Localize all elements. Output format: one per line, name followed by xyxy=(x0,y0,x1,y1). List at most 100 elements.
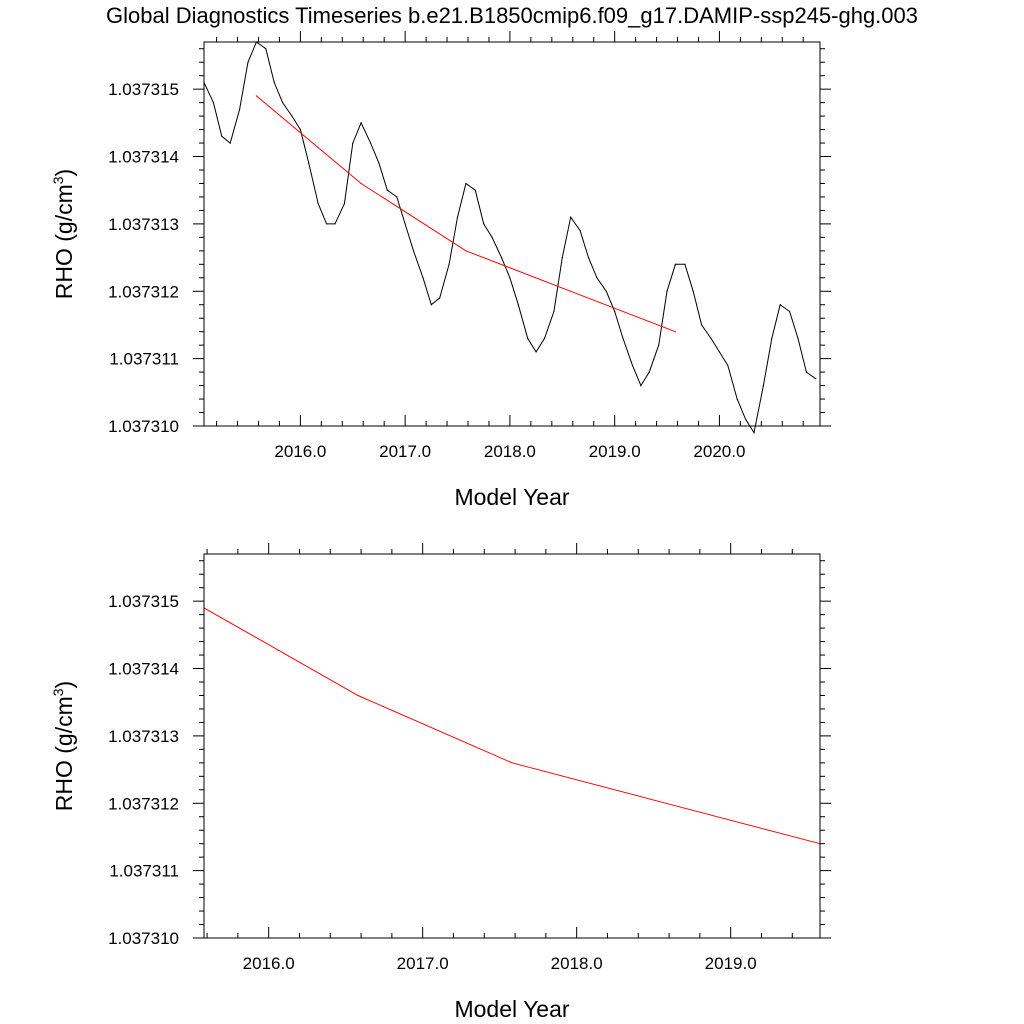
panel-0-xtick-label-2: 2018.0 xyxy=(484,442,536,461)
panel-1-series-0-point-02 xyxy=(511,762,513,764)
panel-0-series-0-point-51 xyxy=(648,371,650,373)
panel-1-xtick-label-2: 2018.0 xyxy=(551,954,603,973)
panel-0-series-0-point-08 xyxy=(273,81,275,83)
panel-1-xtick-label-1: 2017.0 xyxy=(397,954,449,973)
panel-1-ytick-label-5: 1.037315 xyxy=(108,592,179,611)
panel-0-ytick-label-3: 1.037313 xyxy=(108,215,179,234)
panel-0-series-0-point-68 xyxy=(797,337,799,339)
panel-1-series-0-line xyxy=(203,607,821,845)
panel-0-series-0-point-55 xyxy=(684,263,686,265)
panel-0-series-0-point-29 xyxy=(456,216,459,218)
panel-0-ytick-label-1: 1.037311 xyxy=(109,350,179,369)
panel-0-series-0-point-48 xyxy=(622,337,624,339)
panel-0-series-0-point-07 xyxy=(265,48,267,50)
panel-0-series-0-point-41 xyxy=(561,257,563,259)
panel-0-series-1-point-00 xyxy=(255,95,257,97)
panel-0-series-0-point-63 xyxy=(753,432,755,434)
panel-0-series-0-point-64 xyxy=(762,385,765,387)
panel-0-series-0-point-44 xyxy=(587,257,590,259)
panel-0-series-1-point-03 xyxy=(570,290,572,292)
panel-0-series-0-point-34 xyxy=(500,257,503,259)
panel-0-series-0-point-17 xyxy=(352,142,354,144)
panel-0-series-0-point-21 xyxy=(386,189,388,191)
panel-1-y-axis-title: RHO (g/cm3) xyxy=(50,681,77,811)
panel-0-series-0-point-33 xyxy=(491,236,493,238)
panel-1-series-0-point-01 xyxy=(357,694,359,697)
panel-0-xtick-label-1: 2017.0 xyxy=(379,442,431,461)
panel-0-series-0-point-36 xyxy=(517,304,519,306)
panel-0-ytick-label-4: 1.037314 xyxy=(108,148,179,167)
panel-0-series-0-point-12 xyxy=(308,162,310,164)
panel-0-plot-frame xyxy=(203,41,821,427)
panel-0-series-0-point-42 xyxy=(570,216,572,218)
panel-0-series-0-point-38 xyxy=(535,351,537,353)
panel-0-xtick-label-3: 2019.0 xyxy=(589,442,641,461)
panel-0-series-0-point-70 xyxy=(815,378,817,380)
panel-0-series-0-point-46 xyxy=(605,290,607,292)
panel-0-series-0-point-16 xyxy=(343,203,345,205)
bottom-panel: 2016.0 2017.0 2018.0 2019.0 1.037310 1.037311… xyxy=(50,543,831,1022)
panel-0-series-0-point-01 xyxy=(212,102,214,104)
panel-0-series-0-point-67 xyxy=(789,310,791,313)
panel-0-series-0-point-05 xyxy=(247,61,249,63)
panel-0-series-0-point-59 xyxy=(718,351,721,353)
panel-0-ytick-label-5: 1.037315 xyxy=(108,80,179,99)
panel-1-ytick-label-0: 1.037310 xyxy=(108,929,179,948)
panel-0-series-0-point-39 xyxy=(543,337,546,339)
panel-0-series-0-point-02 xyxy=(221,135,223,137)
panel-0-series-0-point-19 xyxy=(370,142,372,144)
panel-1-xtick-label-0: 2016.0 xyxy=(243,954,295,973)
panel-1-series-0-point-03 xyxy=(665,802,667,804)
panel-0-series-0-point-25 xyxy=(422,277,424,279)
figure-title: Global Diagnostics Timeseries b.e21.B185… xyxy=(106,3,918,28)
panel-1-ytick-label-1: 1.037311 xyxy=(109,862,179,881)
panel-1-y-axis-title-tail: ) xyxy=(51,681,77,689)
panel-0-series-0-point-66 xyxy=(779,304,781,306)
panel-0-series-0-point-04 xyxy=(239,108,241,110)
panel-0-series-0-point-13 xyxy=(317,203,319,205)
panel-0-series-0-point-58 xyxy=(710,337,712,339)
panel-0-series-0-point-37 xyxy=(527,337,529,339)
panel-0-series-1-point-01 xyxy=(360,182,362,185)
panel-0-series-0-point-65 xyxy=(771,337,773,339)
panel-0-series-0-point-69 xyxy=(805,371,808,373)
panel-0-y-axis-title: RHO (g/cm3) xyxy=(50,169,77,299)
panel-0-series-0-point-27 xyxy=(439,297,441,299)
panel-1-x-axis-title: Model Year xyxy=(454,996,569,1022)
panel-0-series-0-point-45 xyxy=(596,277,598,279)
panel-0-series-0-point-56 xyxy=(692,290,694,292)
panel-0-series-0-point-23 xyxy=(404,223,406,225)
panel-0-ytick-label-0: 1.037310 xyxy=(108,417,179,436)
panel-0-series-0-point-54 xyxy=(674,263,677,265)
panel-0-xtick-label-4: 2020.0 xyxy=(693,442,745,461)
panel-0-series-0-point-60 xyxy=(727,364,729,366)
panel-0-y-axis-title-main: RHO (g/cm xyxy=(51,184,77,299)
panel-0-ytick-label-2: 1.037312 xyxy=(108,282,179,301)
panel-0-series-0-point-03 xyxy=(229,142,231,144)
panel-0-series-0-point-32 xyxy=(483,223,485,225)
panel-0-xtick-label-0: 2016.0 xyxy=(274,442,326,461)
panel-1-y-axis-title-sup: 3 xyxy=(50,688,66,696)
panel-0-series-0-point-35 xyxy=(509,277,511,279)
panel-0-series-0-point-61 xyxy=(736,398,738,400)
panel-1-ytick-label-2: 1.037312 xyxy=(108,794,179,813)
panel-1-xtick-label-3: 2019.0 xyxy=(705,954,757,973)
panel-0-series-1-point-04 xyxy=(674,331,677,333)
panel-0-series-0-point-30 xyxy=(465,182,467,185)
panel-0-series-0-point-57 xyxy=(701,324,703,326)
panel-1-y-axis-title-main: RHO (g/cm xyxy=(51,696,77,811)
panel-0-y-axis-title-tail: ) xyxy=(51,169,77,177)
top-panel: 2016.0 2017.0 2018.0 2019.0 2020.0 1.037310 1.… xyxy=(50,31,831,510)
panel-0-series-0-point-31 xyxy=(474,189,476,191)
panel-0-series-0-point-43 xyxy=(579,230,581,232)
panel-0-x-axis-title: Model Year xyxy=(454,484,569,510)
panel-1-ytick-label-4: 1.037314 xyxy=(108,660,179,679)
panel-0-series-0-point-26 xyxy=(430,304,432,306)
panel-0-series-0-point-22 xyxy=(396,196,398,198)
panel-0-series-0-point-15 xyxy=(334,223,336,225)
panel-1-ytick-label-3: 1.037313 xyxy=(108,727,179,746)
panel-0-series-0-point-28 xyxy=(448,263,450,265)
panel-0-series-0-point-50 xyxy=(640,385,642,387)
panel-1-plot-frame xyxy=(203,553,821,939)
